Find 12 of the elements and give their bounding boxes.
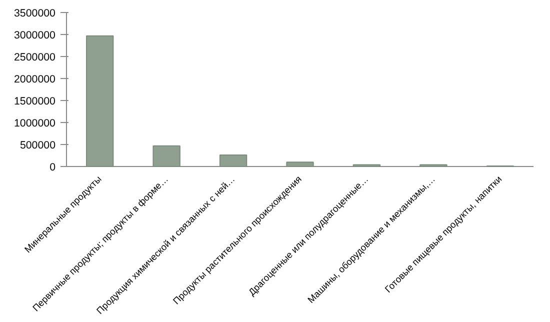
y-tick-label: 2000000 xyxy=(14,74,56,86)
bar xyxy=(219,154,248,167)
y-tick-label: 1000000 xyxy=(14,118,56,130)
bar xyxy=(152,145,180,167)
y-tick-label: 0 xyxy=(50,162,56,174)
y-tick-label: 2500000 xyxy=(14,52,56,64)
y-tick-label: 500000 xyxy=(20,140,56,152)
bar xyxy=(86,35,114,167)
y-tick-label: 1500000 xyxy=(14,96,56,108)
y-tick-label: 3000000 xyxy=(14,30,56,42)
y-tick-label: 3500000 xyxy=(14,8,56,20)
bar xyxy=(286,162,314,167)
